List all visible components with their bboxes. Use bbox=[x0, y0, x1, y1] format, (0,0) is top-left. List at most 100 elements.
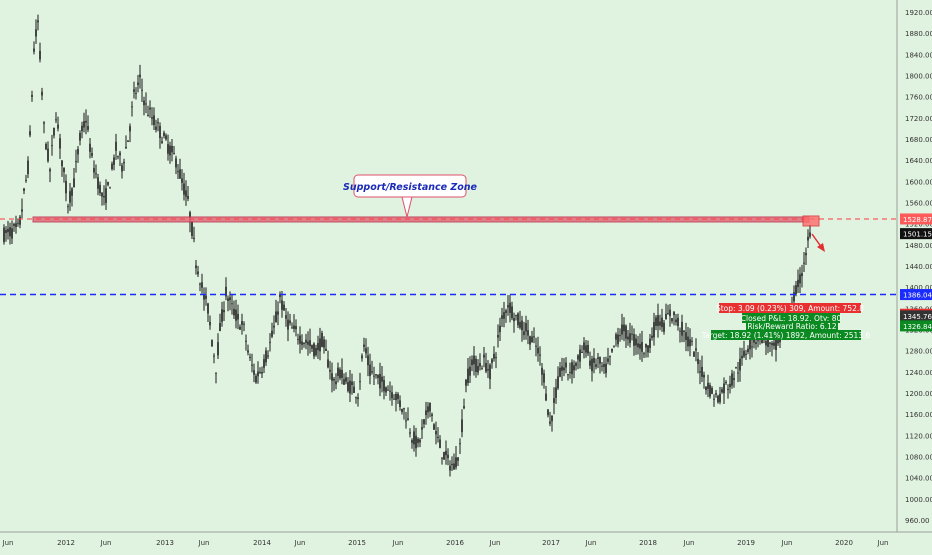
candle-body bbox=[169, 145, 171, 156]
x-tick-label: Jun bbox=[392, 539, 404, 547]
candle-body bbox=[323, 339, 325, 348]
candle-body bbox=[677, 317, 679, 326]
x-tick-label: 2013 bbox=[156, 539, 174, 547]
candle-body bbox=[29, 131, 31, 136]
candle-body bbox=[47, 148, 49, 162]
candle-body bbox=[627, 336, 629, 340]
annotations: Support/Resistance Zone 1528.87 1501.15 138… bbox=[0, 174, 932, 340]
risk-reward-label-bg bbox=[746, 321, 838, 331]
candle-body bbox=[757, 340, 759, 342]
candle-body bbox=[415, 435, 417, 449]
candle-body bbox=[263, 359, 265, 368]
candle-body bbox=[703, 374, 705, 378]
candle-body bbox=[459, 443, 461, 445]
candle-body bbox=[671, 318, 673, 322]
x-tick-label: 2015 bbox=[348, 539, 366, 547]
candle-body bbox=[495, 357, 497, 359]
candle-body bbox=[61, 160, 63, 167]
candle-body bbox=[171, 145, 173, 153]
candle-body bbox=[619, 335, 621, 337]
candle-body bbox=[611, 348, 613, 352]
candle-body bbox=[255, 375, 257, 383]
candle-body bbox=[481, 368, 483, 370]
closed-pnl-label: Closed P&L: 18.92, Qty: 80 bbox=[741, 314, 842, 323]
x-tick-label: Jun bbox=[100, 539, 112, 547]
resistance-price-tag-bg bbox=[900, 213, 932, 225]
candle-body bbox=[251, 364, 253, 366]
candle-body bbox=[539, 354, 541, 356]
candle-body bbox=[45, 144, 47, 150]
candle-body bbox=[57, 124, 59, 129]
candle-body bbox=[219, 323, 221, 332]
candle-body bbox=[215, 372, 217, 374]
candle-body bbox=[115, 141, 117, 151]
candle-body bbox=[477, 365, 479, 373]
candle-body bbox=[367, 355, 369, 366]
candle-body bbox=[283, 304, 285, 311]
candle-body bbox=[749, 339, 751, 350]
candle-body bbox=[113, 157, 115, 165]
candle-body bbox=[239, 326, 241, 330]
candle-body bbox=[483, 354, 485, 358]
candle-body bbox=[541, 367, 543, 375]
candle-body bbox=[741, 355, 743, 359]
candle-body bbox=[707, 382, 709, 389]
candle-body bbox=[375, 374, 377, 376]
y-tick-label: 1400.00 bbox=[905, 284, 932, 292]
candle-body bbox=[593, 357, 595, 363]
candle-body bbox=[249, 356, 251, 359]
candle-body bbox=[645, 343, 647, 348]
y-tick-label: 1720.00 bbox=[905, 115, 932, 123]
candle-body bbox=[195, 265, 197, 269]
candle-body bbox=[431, 414, 433, 416]
candle-body bbox=[325, 348, 327, 351]
y-tick-label: 1680.00 bbox=[905, 136, 932, 144]
candle-body bbox=[339, 369, 341, 379]
target-price-tag-bg bbox=[900, 320, 932, 332]
candle-body bbox=[587, 344, 589, 354]
candle-body bbox=[469, 366, 471, 376]
candle-body bbox=[517, 313, 519, 326]
candle-body bbox=[489, 364, 491, 380]
candle-body bbox=[673, 312, 675, 316]
candle-body bbox=[319, 338, 321, 352]
candle-body bbox=[23, 188, 25, 191]
candle-body bbox=[273, 325, 275, 328]
candle-body bbox=[51, 145, 53, 147]
candle-body bbox=[37, 20, 39, 23]
candle-body bbox=[551, 415, 553, 422]
candle-body bbox=[473, 355, 475, 365]
candle-body bbox=[67, 206, 69, 208]
candle-body bbox=[499, 325, 501, 333]
candle-body bbox=[423, 419, 425, 425]
candle-body bbox=[511, 306, 513, 319]
candle-body bbox=[577, 355, 579, 360]
candle-body bbox=[311, 345, 313, 349]
candles-group bbox=[3, 14, 811, 477]
candle-body bbox=[687, 336, 689, 347]
candle-body bbox=[85, 120, 87, 123]
candle-body bbox=[407, 418, 409, 420]
candle-body bbox=[301, 341, 303, 345]
candle-body bbox=[727, 388, 729, 390]
candle-body bbox=[385, 387, 387, 393]
candle-body bbox=[177, 171, 179, 173]
candle-body bbox=[197, 271, 199, 275]
candle-body bbox=[689, 339, 691, 347]
candle-body bbox=[369, 364, 371, 376]
x-tick-label: Jun bbox=[489, 539, 501, 547]
candle-body bbox=[151, 117, 153, 119]
candle-body bbox=[713, 398, 715, 400]
candle-body bbox=[9, 227, 11, 237]
candle-body bbox=[293, 325, 295, 329]
candle-body bbox=[637, 343, 639, 348]
candle-body bbox=[207, 303, 209, 314]
candle-body bbox=[429, 402, 431, 412]
candle-body bbox=[281, 300, 283, 310]
candle-body bbox=[133, 89, 135, 92]
candle-body bbox=[719, 393, 721, 403]
candle-body bbox=[695, 348, 697, 351]
candle-body bbox=[453, 463, 455, 470]
